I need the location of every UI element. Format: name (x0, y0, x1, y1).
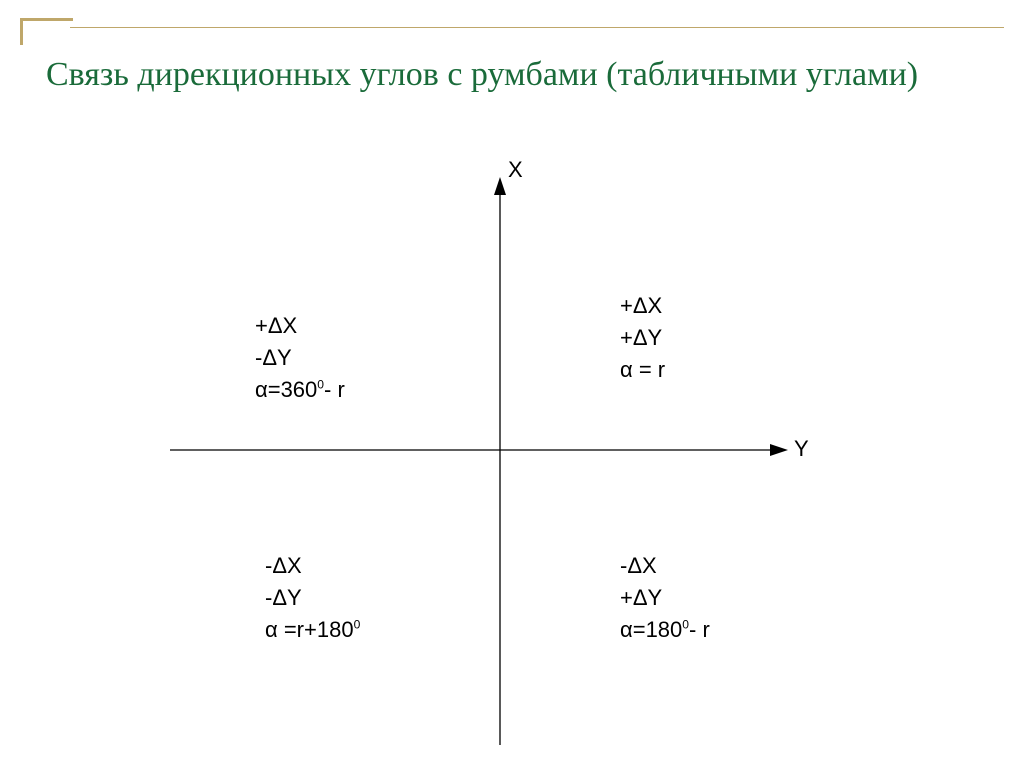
quadrant-1-text: +ΔX+ΔYα = r (620, 290, 665, 386)
horizontal-axis-arrow (770, 444, 788, 456)
slide-title: Связь дирекционных углов с румбами (табл… (46, 54, 984, 97)
axes-svg (100, 155, 880, 745)
quadrant-3-text: -ΔX-ΔY α =r+1800 (265, 550, 360, 646)
corner-accent (20, 18, 73, 45)
vertical-axis-arrow (494, 177, 506, 195)
axis-label-y: Y (794, 436, 809, 462)
axis-label-x: X (508, 157, 523, 183)
quadrant-2-text: -ΔX+ΔYα=1800- r (620, 550, 710, 646)
top-rule (70, 27, 1004, 28)
coordinate-diagram: X Y +ΔX+ΔYα = r -ΔX+ΔYα=1800- r -ΔX-ΔY α… (100, 155, 880, 745)
quadrant-4-text: +ΔX-ΔYα=3600- r (255, 310, 345, 406)
